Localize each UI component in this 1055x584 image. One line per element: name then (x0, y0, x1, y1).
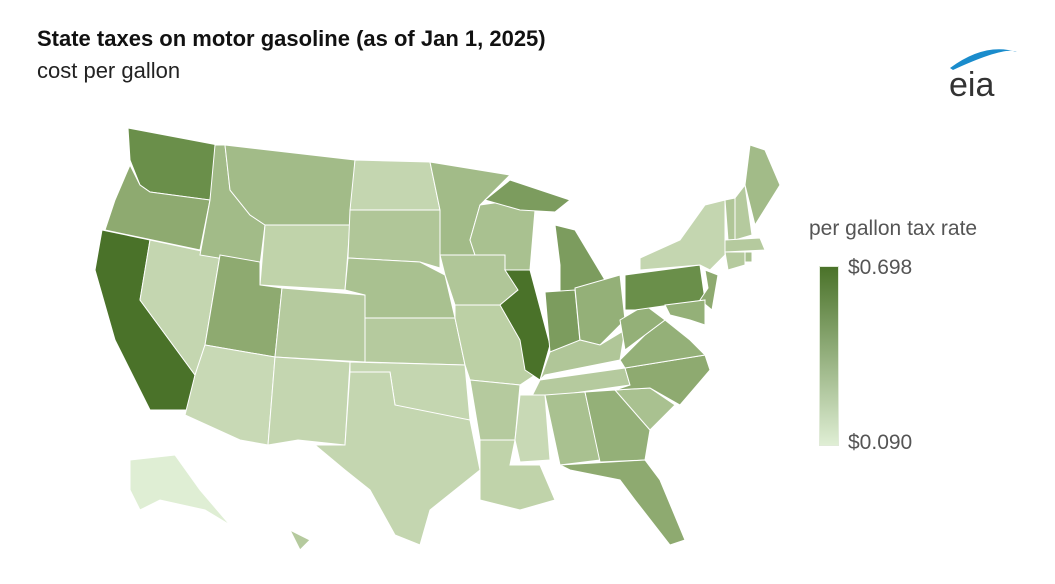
state-co[interactable] (274, 287, 366, 363)
state-tx[interactable] (313, 371, 481, 546)
state-ak[interactable] (129, 454, 231, 526)
state-wy[interactable] (259, 224, 351, 291)
state-oh[interactable] (574, 274, 626, 346)
state-ny[interactable] (639, 199, 726, 271)
state-me[interactable] (744, 144, 781, 227)
state-sd[interactable] (347, 209, 441, 269)
chart-subtitle: cost per gallon (37, 58, 181, 83)
state-ma[interactable] (724, 237, 766, 253)
state-mi-up[interactable] (483, 179, 572, 213)
state-ri[interactable] (744, 251, 753, 263)
state-la[interactable] (479, 439, 556, 511)
legend-title: per gallon tax rate (809, 217, 978, 240)
eia-logo: eia (949, 49, 1017, 100)
state-ks[interactable] (364, 317, 466, 366)
state-nc[interactable] (614, 354, 711, 406)
state-ar[interactable] (469, 379, 521, 441)
state-nd[interactable] (349, 159, 441, 211)
state-il[interactable] (499, 269, 551, 381)
state-nm[interactable] (267, 356, 351, 446)
state-ms[interactable] (514, 394, 551, 463)
state-hi[interactable] (288, 528, 311, 551)
state-fl[interactable] (558, 459, 686, 546)
state-nh[interactable] (734, 183, 753, 241)
state-vt[interactable] (724, 197, 736, 241)
state-ga[interactable] (584, 389, 651, 463)
legend-color-scale (819, 266, 839, 446)
state-md[interactable] (664, 299, 706, 326)
state-ct[interactable] (724, 251, 746, 271)
legend-min-label: $0.090 (848, 431, 913, 454)
state-ky[interactable] (539, 329, 626, 381)
legend-max-label: $0.698 (848, 256, 913, 279)
chart-title: State taxes on motor gasoline (as of Jan… (37, 26, 546, 51)
svg-text:eia: eia (949, 66, 994, 100)
